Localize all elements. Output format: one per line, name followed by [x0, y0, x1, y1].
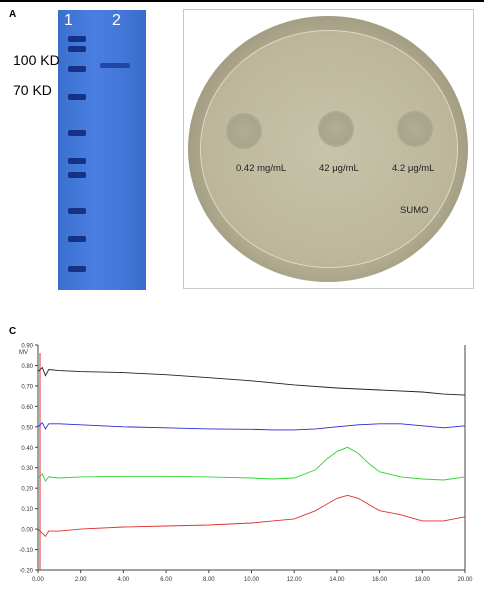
concentration-label: 4.2 μg/mL [392, 163, 435, 174]
sds-page-gel [58, 10, 146, 290]
x-tick-label: 14.00 [329, 577, 345, 583]
y-tick-label: 0.30 [21, 466, 33, 472]
marker-band [68, 266, 86, 272]
chromatogram-chart: -0.20 -0.10 0.00 0.10 0.20 0.30 0.40 0.50 0.60 0.… [19, 344, 473, 584]
y-tick-label: 0.20 [21, 487, 33, 493]
x-tick-label: 0.00 [32, 577, 44, 583]
x-tick-label: 20.00 [457, 577, 473, 583]
concentration-label: 42 μg/mL [319, 163, 359, 174]
marker-band [68, 208, 86, 214]
series-line-4 [37, 494, 466, 538]
marker-band [68, 46, 86, 52]
y-tick-label: -0.10 [19, 548, 33, 554]
panel-label-a: A [9, 9, 17, 20]
marker-band [68, 158, 86, 164]
x-tick-label: 12.00 [287, 577, 303, 583]
marker-band [68, 94, 86, 100]
x-tick-label: 2.00 [75, 577, 87, 583]
marker-band [68, 172, 86, 178]
lane-label-2: 2 [112, 12, 121, 29]
lysis-zone [397, 111, 433, 147]
panel-label-c: C [9, 326, 17, 337]
x-tick-label: 6.00 [160, 577, 172, 583]
x-tick-label: 18.00 [415, 577, 431, 583]
series-line-1 [37, 366, 466, 396]
marker-band [68, 236, 86, 242]
y-tick-label: 0.40 [21, 446, 33, 452]
marker-band [68, 66, 86, 72]
lane-label-1: 1 [64, 12, 73, 29]
x-tick-label: 4.00 [118, 577, 130, 583]
lysis-zone [318, 111, 354, 147]
series-line-3 [37, 446, 466, 482]
y-tick-label: 0.60 [21, 405, 33, 411]
agar-lawn [200, 30, 458, 268]
y-tick-label: 0.80 [21, 364, 33, 370]
mw-label-70: 70 KD [13, 82, 52, 98]
y-tick-label: 0.90 [21, 344, 33, 350]
series-line-2 [37, 421, 466, 431]
y-tick-label: 0.00 [21, 528, 33, 534]
y-tick-label: -0.20 [19, 569, 33, 575]
marker-band [68, 36, 86, 42]
x-tick-label: 10.00 [244, 577, 260, 583]
y-tick-label: 0.50 [21, 425, 33, 431]
marker-band [68, 130, 86, 136]
x-tick-label: 8.00 [203, 577, 215, 583]
y-axis-label: MV [19, 350, 28, 356]
top-rule [0, 0, 484, 2]
concentration-label: 0.42 mg/mL [236, 163, 287, 174]
y-tick-label: 0.10 [21, 507, 33, 513]
y-tick-label: 0.70 [21, 384, 33, 390]
lysis-zone [226, 113, 262, 149]
sumo-label: SUMO [400, 205, 429, 216]
mw-label-100: 100 KD [13, 52, 60, 68]
protein-band [100, 63, 130, 68]
x-tick-label: 16.00 [372, 577, 388, 583]
